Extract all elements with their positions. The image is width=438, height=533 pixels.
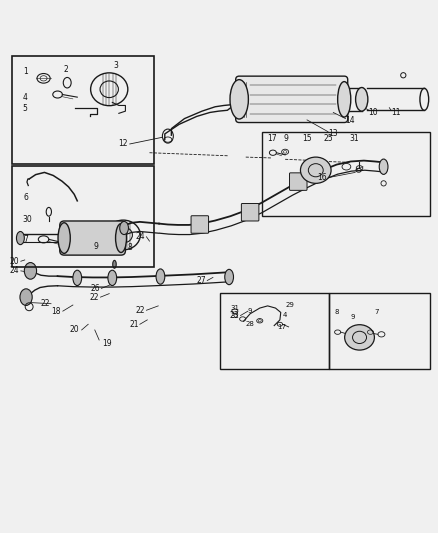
Text: 3: 3: [113, 61, 117, 70]
Ellipse shape: [108, 270, 117, 286]
Ellipse shape: [230, 79, 248, 119]
Text: 18: 18: [52, 306, 61, 316]
FancyBboxPatch shape: [191, 216, 208, 233]
Text: 12: 12: [118, 140, 127, 149]
Text: 19: 19: [102, 338, 111, 348]
Text: 11: 11: [390, 108, 399, 117]
FancyBboxPatch shape: [289, 173, 306, 190]
Text: 32: 32: [230, 312, 239, 319]
Bar: [12, 166, 153, 266]
Ellipse shape: [115, 224, 126, 253]
Text: 5: 5: [22, 103, 27, 112]
Text: 17: 17: [277, 324, 286, 330]
Text: 22: 22: [135, 306, 145, 315]
Text: 29: 29: [285, 302, 293, 308]
Text: 9: 9: [350, 314, 354, 320]
Bar: [12, 56, 153, 164]
Ellipse shape: [16, 231, 24, 245]
Text: 2: 2: [63, 65, 68, 74]
Text: 25: 25: [322, 134, 332, 143]
Text: 22: 22: [89, 293, 99, 302]
Bar: [220, 293, 328, 369]
Text: 21: 21: [129, 320, 138, 329]
Text: 16: 16: [316, 173, 326, 182]
Ellipse shape: [73, 270, 81, 286]
Text: 27: 27: [196, 276, 206, 285]
Text: 8: 8: [333, 310, 338, 316]
Text: 20: 20: [70, 326, 79, 334]
Text: 6: 6: [23, 193, 28, 202]
Ellipse shape: [337, 82, 350, 117]
Text: 30: 30: [22, 215, 32, 224]
Text: 13: 13: [327, 130, 337, 139]
FancyBboxPatch shape: [241, 204, 258, 221]
Text: 7: 7: [23, 235, 28, 244]
Text: 15: 15: [301, 134, 311, 143]
Ellipse shape: [24, 263, 36, 279]
Ellipse shape: [20, 289, 32, 305]
Bar: [328, 293, 428, 369]
Text: 9: 9: [283, 134, 288, 143]
Text: 17: 17: [267, 134, 276, 143]
Text: 28: 28: [245, 321, 254, 327]
Text: 24: 24: [135, 232, 145, 241]
Ellipse shape: [300, 157, 330, 183]
Ellipse shape: [113, 261, 116, 268]
Text: 31: 31: [349, 134, 358, 143]
Text: 31: 31: [230, 305, 239, 311]
Text: 10: 10: [367, 108, 377, 117]
Ellipse shape: [58, 223, 70, 253]
Ellipse shape: [155, 269, 164, 284]
Text: 26: 26: [91, 284, 100, 293]
Ellipse shape: [224, 269, 233, 285]
FancyBboxPatch shape: [60, 221, 125, 255]
Text: 23: 23: [229, 311, 239, 320]
Text: 4: 4: [22, 93, 27, 102]
Text: 20: 20: [10, 257, 19, 266]
Text: 24: 24: [10, 266, 19, 276]
FancyBboxPatch shape: [235, 76, 347, 123]
Ellipse shape: [378, 159, 387, 174]
Text: 4: 4: [283, 312, 287, 318]
Text: 8: 8: [127, 243, 132, 252]
Ellipse shape: [355, 87, 367, 111]
Text: 1: 1: [24, 67, 28, 76]
Text: 7: 7: [374, 310, 378, 316]
Text: 9: 9: [247, 308, 251, 314]
Text: 14: 14: [345, 116, 354, 125]
Text: 9: 9: [93, 243, 98, 251]
Ellipse shape: [120, 221, 128, 235]
Bar: [262, 132, 428, 216]
Text: 22: 22: [40, 299, 49, 308]
Ellipse shape: [344, 325, 374, 350]
